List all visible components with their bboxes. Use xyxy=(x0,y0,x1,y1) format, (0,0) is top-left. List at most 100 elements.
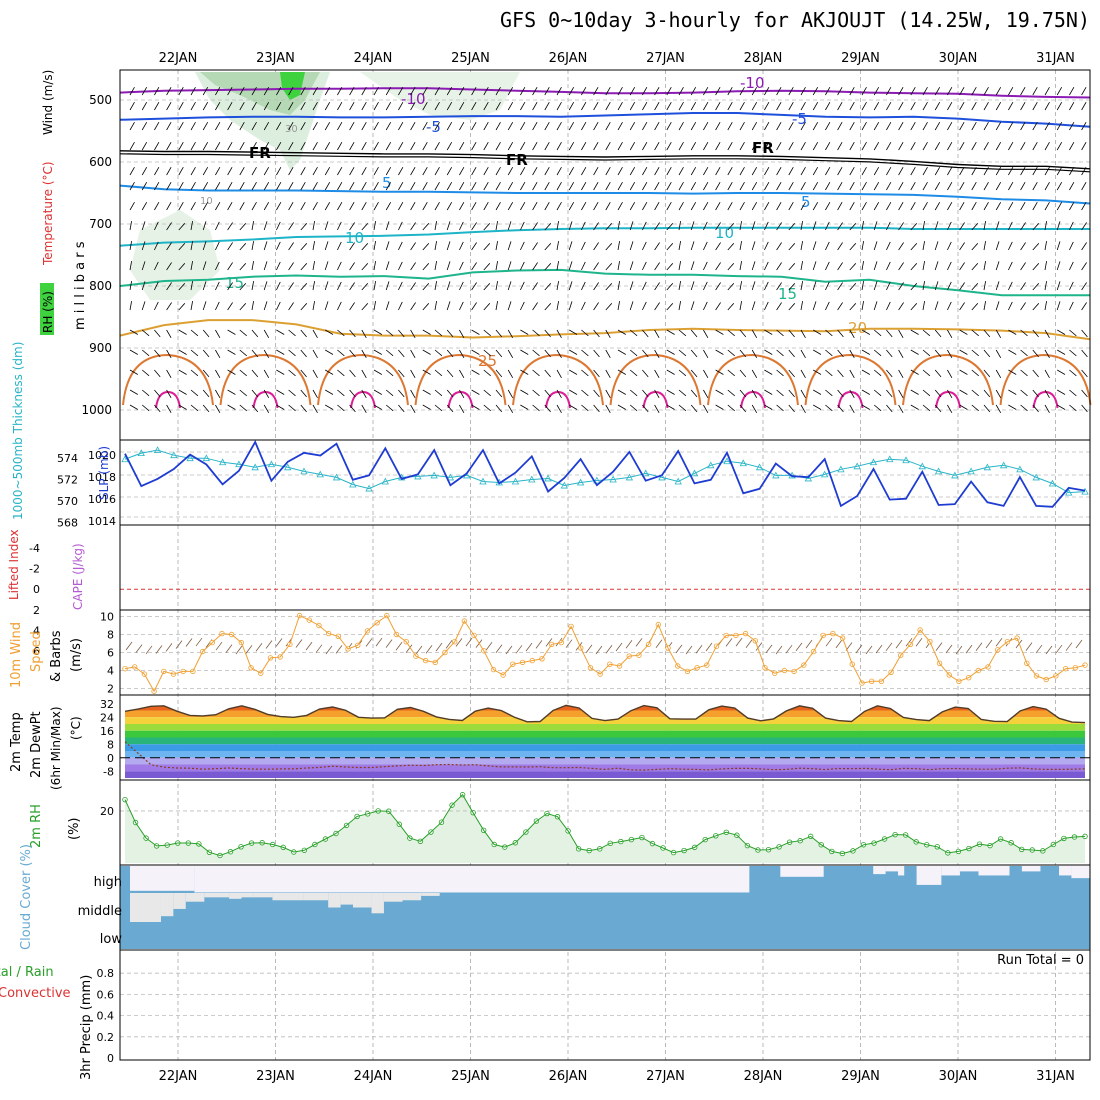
wind-barb xyxy=(825,202,831,211)
contour-label: -10 xyxy=(401,90,426,108)
wind-barb xyxy=(190,87,196,96)
wind-barb xyxy=(764,122,770,131)
wind-barb xyxy=(276,261,281,271)
temp-band xyxy=(125,764,1085,772)
wind-barb xyxy=(776,167,782,176)
wind-barb xyxy=(898,122,904,131)
date-label-bottom: 23JAN xyxy=(256,1069,295,1084)
wind-barb xyxy=(849,349,855,358)
cloud-clear-middle xyxy=(173,893,186,909)
wind-barb xyxy=(288,182,294,191)
cloud-clear-high xyxy=(383,866,397,889)
cloud-clear-high xyxy=(885,866,898,872)
wind-barb xyxy=(812,202,819,211)
wind-barb xyxy=(556,369,562,378)
date-label-bottom: 24JAN xyxy=(354,1069,393,1084)
wind-barb xyxy=(410,222,416,231)
wind-barb xyxy=(947,122,953,131)
wind-barb xyxy=(520,102,526,111)
wind-barb xyxy=(898,349,904,358)
contour-label: 20 xyxy=(848,319,867,337)
wind-barb xyxy=(251,182,257,191)
wind-barb xyxy=(349,282,355,291)
wind-barb xyxy=(995,241,1000,251)
wind-barb xyxy=(1044,122,1050,131)
wind-barb xyxy=(1008,389,1017,395)
wind-barb xyxy=(739,329,747,338)
wind-barb xyxy=(373,202,379,211)
wind-barb xyxy=(886,122,892,131)
wind-barb xyxy=(934,87,941,96)
wind-barb xyxy=(568,102,575,111)
wind-barb xyxy=(1044,349,1050,358)
wind-barb xyxy=(129,102,135,111)
wind-barb xyxy=(825,142,831,151)
wind-barb xyxy=(544,87,550,96)
wind-barb xyxy=(227,102,233,111)
wind-barb xyxy=(215,202,221,211)
wind-barb xyxy=(495,87,501,96)
wind-barb-10m xyxy=(775,645,783,655)
wind-barb xyxy=(703,102,709,111)
wind-barb xyxy=(263,182,270,191)
wind-barb xyxy=(971,122,977,131)
wind-barb xyxy=(446,261,451,271)
wind-barb xyxy=(873,142,880,151)
wind-barb xyxy=(947,87,953,96)
wind-barb xyxy=(739,404,747,413)
wind-barb xyxy=(495,301,498,311)
wind-barb-10m xyxy=(225,644,233,653)
wind-barb xyxy=(532,389,540,397)
wind-barb xyxy=(849,283,857,291)
wind-barb xyxy=(825,221,830,231)
wind-barb xyxy=(446,182,453,191)
date-label-top: 25JAN xyxy=(451,51,490,66)
wind-barb xyxy=(544,142,550,151)
wind-barb xyxy=(434,142,440,151)
wind-barb-10m xyxy=(935,642,943,651)
wind-barb xyxy=(349,182,355,191)
wind-barb xyxy=(325,389,334,395)
panel-frame-precip xyxy=(119,949,1091,1061)
wind-barb xyxy=(751,142,758,151)
wind-barb xyxy=(910,122,916,131)
wind-barb xyxy=(422,202,428,211)
wind-barb xyxy=(861,182,867,191)
wind-barb xyxy=(568,122,575,131)
wind-barb xyxy=(129,329,138,335)
wind-barb xyxy=(227,182,233,191)
wind-barb xyxy=(324,301,329,311)
wind-barb xyxy=(593,182,599,191)
wind-barb xyxy=(361,389,367,398)
wind-barb xyxy=(898,182,904,191)
wind-barb xyxy=(776,142,782,151)
precip-tick: 0.8 xyxy=(97,967,115,980)
wind-barb xyxy=(141,301,146,311)
wind-barb xyxy=(422,243,430,251)
wind-barb xyxy=(703,349,709,358)
wind-barb xyxy=(873,349,882,357)
li-tick: 6 xyxy=(33,645,40,658)
wind-barb xyxy=(263,122,270,131)
pressure-tick: 1000 xyxy=(81,403,112,417)
wind-barb-10m xyxy=(445,640,453,649)
wind-barb xyxy=(642,329,649,338)
wind-barb xyxy=(861,241,864,251)
wind-barb xyxy=(690,87,697,96)
wind-barb xyxy=(727,102,733,111)
wind-barb xyxy=(959,222,965,231)
date-label-bottom: 25JAN xyxy=(451,1069,490,1084)
wind-barb xyxy=(263,329,270,338)
isotherm-25 xyxy=(609,353,702,406)
wind-barb xyxy=(751,221,756,231)
wind-barb xyxy=(410,404,416,413)
wind-barb xyxy=(861,349,870,355)
wind-barb xyxy=(739,182,745,191)
wind-barb xyxy=(263,87,270,96)
wind-barb xyxy=(995,281,1000,291)
wind-barb xyxy=(1044,142,1050,151)
wind-barb xyxy=(776,202,782,211)
wind-barb xyxy=(434,122,440,131)
wind-barb xyxy=(178,349,187,355)
